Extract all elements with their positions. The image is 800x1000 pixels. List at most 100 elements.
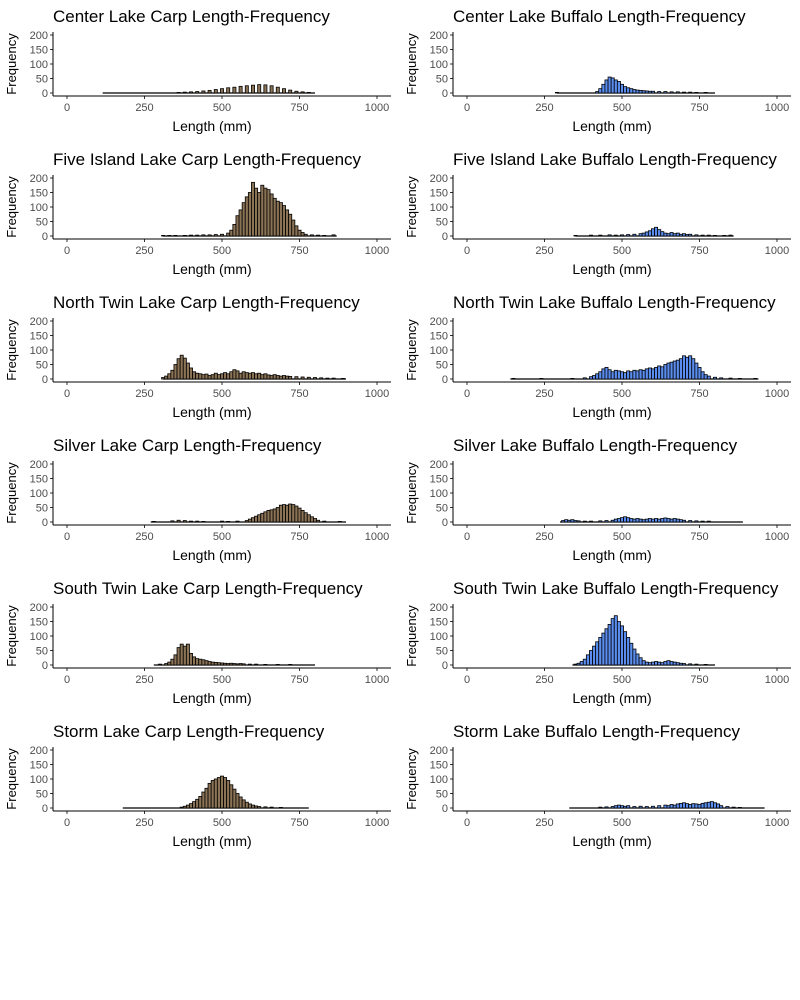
y-tick-label: 50 (36, 217, 48, 229)
histogram-bar (595, 91, 600, 94)
x-tick-label: 0 (64, 674, 70, 686)
histogram-bar (620, 625, 624, 666)
panel-title: North Twin Lake Buffalo Length-Frequency (453, 293, 776, 312)
y-axis-label: Frequency (4, 462, 19, 524)
histogram-bar (632, 233, 637, 237)
x-tick-label: 1000 (765, 388, 789, 400)
y-tick-label: 50 (36, 646, 48, 658)
histogram-bar (161, 235, 166, 237)
histogram-bar (232, 223, 237, 237)
x-axis-label: Length (mm) (172, 404, 251, 420)
histogram-bar (319, 377, 324, 380)
histogram-bar (582, 377, 587, 380)
y-tick-label: 200 (430, 30, 448, 42)
histogram-bar (691, 803, 696, 809)
histogram-bar (657, 365, 662, 380)
histogram-bar (678, 233, 683, 237)
histogram-bar (651, 368, 655, 380)
histogram-bar (632, 89, 637, 94)
histogram-bar (235, 663, 240, 666)
histogram-bar (331, 234, 336, 237)
y-tick-label: 200 (30, 316, 48, 328)
x-tick-label: 500 (613, 388, 631, 400)
histogram-bar (226, 373, 231, 380)
histogram-bar (232, 788, 237, 809)
y-axis-label: Frequency (404, 319, 419, 381)
histogram-bar (232, 663, 237, 666)
y-tick-label: 150 (30, 331, 48, 343)
histogram-bar (192, 371, 197, 380)
histogram-bar (158, 663, 162, 666)
histogram-bar (195, 91, 200, 94)
x-tick-label: 500 (213, 674, 231, 686)
histogram-bar (688, 520, 693, 523)
y-tick-label: 200 (430, 745, 448, 757)
histogram-bar (288, 213, 293, 237)
histogram-bar (189, 367, 193, 380)
panel-title: South Twin Lake Carp Length-Frequency (53, 579, 363, 598)
histogram-bar (340, 378, 345, 380)
histogram-bar (278, 807, 283, 809)
histogram-bar (192, 801, 197, 809)
histogram-bar (232, 86, 237, 94)
histogram-bar (185, 362, 190, 380)
y-tick-label: 100 (430, 488, 448, 500)
x-tick-label: 250 (535, 245, 553, 257)
x-tick-label: 500 (213, 388, 231, 400)
histogram-bar (195, 372, 200, 380)
histogram-bar (189, 653, 193, 666)
histogram-bar (694, 520, 699, 523)
y-axis-label: Frequency (404, 462, 419, 524)
histogram-bar (201, 791, 206, 809)
x-tick-label: 500 (613, 674, 631, 686)
histogram-bar (254, 515, 259, 523)
x-tick-label: 1000 (765, 817, 789, 829)
histogram-bar (201, 659, 206, 666)
histogram-bar (263, 187, 268, 237)
histogram-bar (722, 235, 727, 237)
histogram-bar (651, 805, 655, 809)
histogram-bar (257, 84, 262, 94)
histogram-bar (604, 79, 609, 94)
histogram-bar (223, 372, 228, 380)
histogram-bar (161, 377, 166, 380)
y-tick-label: 150 (430, 45, 448, 57)
x-axis-label: Length (mm) (572, 261, 651, 277)
x-tick-label: 750 (290, 102, 308, 114)
histogram-bar (288, 503, 293, 523)
histogram-bar (223, 662, 228, 666)
histogram-bar (641, 519, 646, 523)
histogram-bar (620, 805, 624, 809)
histogram-bar (213, 778, 218, 809)
y-tick-label: 50 (36, 789, 48, 801)
histogram-bar (703, 664, 708, 666)
histogram-bar (647, 662, 652, 666)
histogram-bar (623, 516, 628, 523)
histogram-bar (601, 632, 606, 666)
histogram-bar (623, 631, 628, 666)
histogram-bar (629, 642, 634, 666)
y-tick-label: 150 (30, 474, 48, 486)
histogram-bar (663, 661, 668, 666)
y-tick-label: 0 (442, 517, 448, 529)
y-tick-label: 50 (436, 503, 448, 515)
y-tick-label: 0 (42, 517, 48, 529)
x-tick-label: 750 (290, 388, 308, 400)
histogram-bar (269, 806, 274, 809)
histogram-bar (620, 371, 624, 380)
y-tick-label: 150 (30, 188, 48, 200)
y-tick-label: 150 (30, 760, 48, 772)
y-tick-label: 50 (36, 74, 48, 86)
histogram-bar (272, 197, 277, 237)
y-axis-label: Frequency (4, 33, 19, 95)
y-tick-label: 100 (30, 631, 48, 643)
histogram-bar (641, 232, 646, 237)
x-tick-label: 750 (690, 817, 708, 829)
x-tick-label: 750 (690, 102, 708, 114)
x-tick-label: 1000 (765, 102, 789, 114)
x-tick-label: 750 (290, 674, 308, 686)
histogram-bar (589, 650, 593, 666)
y-tick-label: 0 (442, 660, 448, 672)
histogram-bar (660, 662, 665, 666)
histogram-bar (654, 226, 659, 237)
